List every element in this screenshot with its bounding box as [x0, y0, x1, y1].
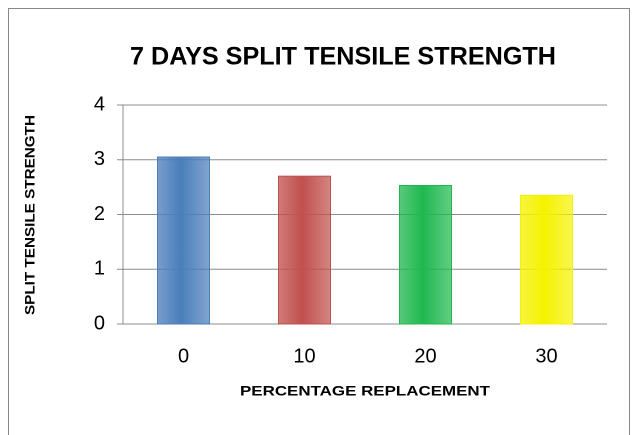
y-tick-label: 0 [94, 312, 105, 334]
bar [157, 156, 210, 325]
x-tick-label: 10 [293, 345, 315, 367]
x-tick-label: 30 [535, 345, 557, 367]
y-tick-label: 4 [94, 93, 105, 115]
y-tick-label: 2 [94, 203, 105, 225]
x-axis-label: PERCENTAGE REPLACEMENT [240, 383, 491, 399]
x-tick-label: 0 [178, 345, 189, 367]
bar [520, 194, 573, 325]
y-tick-label: 3 [94, 148, 105, 170]
y-axis-label: SPLIT TENSILE STRENGTH [22, 115, 38, 315]
x-tick-label: 20 [414, 345, 436, 367]
y-tick-label: 1 [94, 258, 105, 280]
chart-title: 7 DAYS SPLIT TENSILE STRENGTH [130, 43, 556, 71]
bar [399, 184, 452, 325]
bar [278, 175, 331, 325]
